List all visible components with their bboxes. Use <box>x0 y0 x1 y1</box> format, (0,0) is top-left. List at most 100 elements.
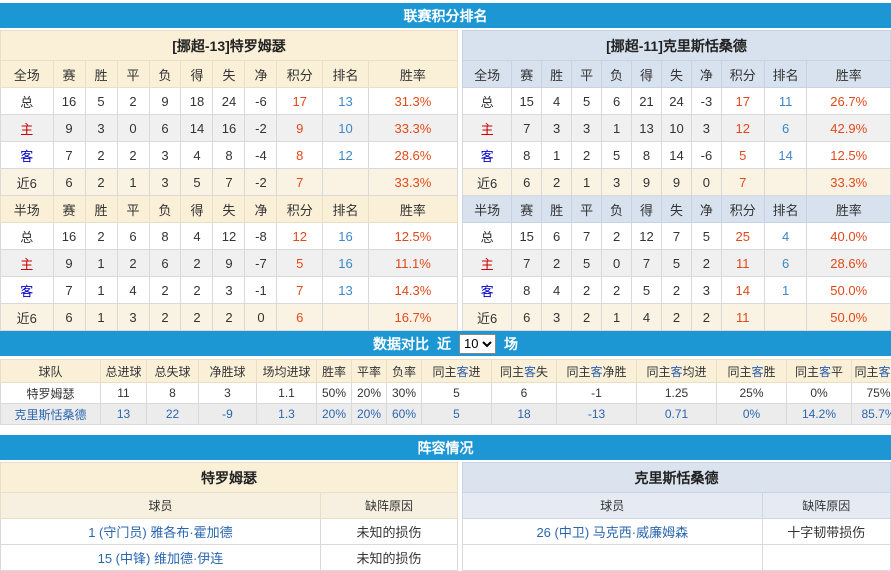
player-name[interactable]: 1 (守门员) 雅各布·霍加德 <box>1 519 321 545</box>
lineup-column-header: 缺阵原因 <box>320 493 457 519</box>
comparison-stat-cell: 0.71 <box>637 404 717 425</box>
stat-cell: 4 <box>181 223 213 250</box>
stat-cell: 6 <box>149 115 181 142</box>
stat-cell: 17 <box>277 88 323 115</box>
stat-cell: 12 <box>277 223 323 250</box>
standings-section-title: 联赛积分排名 <box>404 6 488 26</box>
stat-cell: 18 <box>181 88 213 115</box>
stat-cell: 5 <box>277 250 323 277</box>
stat-cell: -6 <box>245 88 277 115</box>
standings-header-row: 全场赛胜平负得失净积分排名胜率 <box>1 61 458 88</box>
stat-cell: 5 <box>572 88 602 115</box>
stat-cell: 12 <box>323 142 369 169</box>
comparison-stat-cell: 18 <box>492 404 557 425</box>
column-header: 负 <box>602 196 632 223</box>
stat-cell: 13 <box>323 277 369 304</box>
comparison-stat-cell: 5 <box>422 383 492 404</box>
lineup-section-title: 阵容情况 <box>418 438 474 458</box>
stat-cell: 9 <box>213 250 245 277</box>
recent-count-select[interactable]: 10 <box>459 334 496 354</box>
stat-cell <box>764 304 807 331</box>
comparison-stat-cell: 22 <box>147 404 199 425</box>
stat-cell: 3 <box>149 142 181 169</box>
column-header: 赛 <box>53 196 85 223</box>
stat-cell: 6 <box>764 115 807 142</box>
comparison-stat-cell: 11 <box>101 383 147 404</box>
section-header-lineup: 阵容情况 <box>0 435 891 460</box>
player-name[interactable]: 26 (中卫) 马克西·威廉姆森 <box>463 519 763 545</box>
column-header: 负 <box>149 196 181 223</box>
stat-cell: 12 <box>721 115 764 142</box>
stat-cell: 2 <box>691 304 721 331</box>
stat-cell: 16.7% <box>368 304 457 331</box>
section-header-comparison: 数据对比 近 10 场 <box>0 331 891 356</box>
column-header: 半场 <box>463 196 512 223</box>
stat-cell: 10 <box>661 115 691 142</box>
column-header: 平 <box>117 196 149 223</box>
stat-cell: 12 <box>213 223 245 250</box>
stat-cell: -2 <box>245 115 277 142</box>
column-header: 积分 <box>277 196 323 223</box>
column-header: 负 <box>149 61 181 88</box>
stat-cell: 16 <box>323 250 369 277</box>
stat-cell: 12.5% <box>368 223 457 250</box>
team-name: 特罗姆瑟 <box>1 383 101 404</box>
column-header: 平 <box>572 61 602 88</box>
comparison-stat-cell: 1.1 <box>257 383 317 404</box>
comparison-stat-cell: 13 <box>101 404 147 425</box>
comparison-stat-cell: 0% <box>717 404 787 425</box>
row-label: 主 <box>1 115 54 142</box>
column-header: 胜 <box>542 196 572 223</box>
comparison-stat-cell: 20% <box>352 383 387 404</box>
stat-cell: -8 <box>245 223 277 250</box>
stat-cell: 16 <box>53 223 85 250</box>
stat-cell: 1 <box>117 169 149 196</box>
stat-cell: 7 <box>53 277 85 304</box>
stat-cell: 5 <box>572 250 602 277</box>
stat-cell: 3 <box>572 115 602 142</box>
stat-cell: 3 <box>691 115 721 142</box>
stat-cell: -4 <box>245 142 277 169</box>
comparison-stat-cell: -9 <box>199 404 257 425</box>
column-header: 赛 <box>512 61 542 88</box>
column-header: 胜率 <box>807 61 891 88</box>
stat-cell: 0 <box>602 250 632 277</box>
stat-cell: 2 <box>661 304 691 331</box>
column-header: 得 <box>181 196 213 223</box>
row-label: 总 <box>1 223 54 250</box>
stat-cell: 24 <box>661 88 691 115</box>
column-header: 得 <box>632 196 662 223</box>
lineup-column-header: 球员 <box>1 493 321 519</box>
stat-cell: 28.6% <box>807 250 891 277</box>
column-header: 全场 <box>463 61 512 88</box>
row-label: 近6 <box>463 304 512 331</box>
team-title-row: [挪超-13]特罗姆瑟 <box>1 31 458 61</box>
stat-cell: 2 <box>602 223 632 250</box>
column-header: 积分 <box>721 61 764 88</box>
stat-cell: 6 <box>764 250 807 277</box>
stat-cell: 8 <box>213 142 245 169</box>
stat-cell: 6 <box>512 304 542 331</box>
player-name[interactable]: 15 (中锋) 维加德·伊连 <box>1 545 321 571</box>
stat-cell: 4 <box>542 88 572 115</box>
lineup-player-row: 26 (中卫) 马克西·威廉姆森十字韧带损伤 <box>463 519 891 545</box>
column-header: 积分 <box>277 61 323 88</box>
comparison-stat-cell: 75% <box>852 383 891 404</box>
standings-header-row: 全场赛胜平负得失净积分排名胜率 <box>463 61 891 88</box>
stat-cell: 11 <box>721 304 764 331</box>
stat-cell: 1 <box>542 142 572 169</box>
stat-cell: 50.0% <box>807 277 891 304</box>
comparison-column-header: 同主客失 <box>492 360 557 383</box>
absence-reason: 未知的损伤 <box>320 519 457 545</box>
